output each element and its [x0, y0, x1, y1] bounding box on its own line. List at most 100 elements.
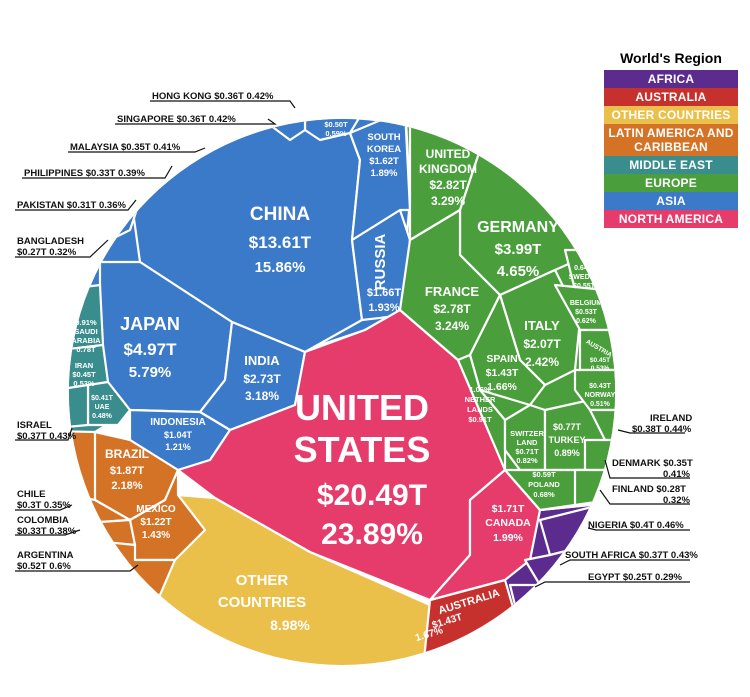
label-poland-2: POLAND — [528, 480, 560, 489]
label-united-states-4: 23.89% — [321, 518, 423, 551]
callout-chile-values: $0.3T 0.35% — [17, 500, 71, 511]
label-norway-3: 0.51% — [590, 401, 611, 408]
label-italy-1: ITALY — [524, 318, 560, 333]
label-turkey-3: 0.89% — [554, 448, 580, 458]
label-saudi-2: SAUDI — [74, 327, 97, 336]
label-thailand-1: THAILAND — [317, 111, 356, 120]
callout-israel-values: $0.37T 0.43% — [17, 431, 77, 442]
label-switzerland-1: SWITZER — [510, 429, 544, 438]
legend-item-other-countries: OTHER COUNTRIES — [604, 106, 738, 124]
label-united-states-3: $20.49T — [317, 479, 427, 512]
label-switzerland-4: 0.82% — [516, 456, 538, 465]
label-france-1: FRANCE — [425, 284, 479, 299]
label-germany-3: 4.65% — [497, 263, 540, 280]
label-spain-3: 1.66% — [487, 381, 517, 393]
label-iran-3: 0.53% — [73, 379, 95, 388]
legend: World's Region AFRICA AUSTRALIA OTHER CO… — [604, 50, 738, 228]
label-belgium-1: BELGIUM — [570, 300, 602, 307]
label-netherlands-2: NETHER — [465, 395, 496, 404]
callout-singapore: SINGAPORE $0.36T 0.42% — [117, 114, 236, 125]
label-spain-2: $1.43T — [486, 367, 519, 379]
callout-bangladesh-values: $0.27T 0.32% — [17, 247, 77, 258]
callout-bangladesh-name: BANGLADESH — [17, 236, 84, 247]
label-belgium-2: $0.53T — [575, 309, 598, 316]
callout-argentina-name: ARGENTINA — [17, 550, 74, 561]
legend-item-asia: ASIA — [604, 192, 738, 210]
callout-chile-name: CHILE — [17, 489, 46, 500]
label-austria-2: $0.45T — [590, 357, 610, 364]
legend-item-australia: AUSTRALIA — [604, 88, 738, 106]
label-south-korea-4: 1.89% — [371, 168, 398, 179]
label-uk-1: UNITED — [426, 147, 471, 161]
label-uae-3: 0.48% — [92, 413, 113, 420]
leader-lines — [15, 100, 690, 588]
callout-argentina-values: $0.52T 0.6% — [17, 561, 71, 572]
label-india-2: $2.73T — [243, 372, 281, 386]
label-other-2: COUNTRIES — [218, 594, 306, 611]
callout-egypt: EGYPT $0.25T 0.29% — [588, 572, 683, 583]
label-brazil-1: BRAZIL — [105, 447, 149, 461]
label-china-1: CHINA — [250, 204, 310, 225]
cell-canada — [428, 468, 542, 602]
label-brazil-3: 2.18% — [111, 480, 142, 492]
callout-malaysia: MALAYSIA $0.35T 0.41% — [70, 142, 181, 153]
label-united-states-1: UNITED — [295, 387, 429, 428]
label-russia-2: $1.66T — [367, 287, 402, 299]
cell-south-korea — [348, 119, 412, 242]
label-belgium-3: 0.62% — [576, 318, 597, 325]
callout-hong-kong: HONG KONG $0.36T 0.42% — [152, 91, 274, 102]
label-indonesia-3: 1.21% — [165, 442, 191, 452]
label-italy-3: 2.42% — [525, 355, 559, 369]
callout-pakistan: PAKISTAN $0.31T 0.36% — [17, 200, 126, 211]
label-south-korea-3: $1.62T — [369, 156, 399, 167]
label-south-korea-2: KOREA — [367, 144, 401, 155]
label-sweden-1: 0.64% — [574, 265, 595, 272]
label-turkey-2: TURKEY — [548, 435, 585, 445]
label-switzerland-3: $0.71T — [515, 447, 539, 456]
inside-labels: UNITED STATES $20.49T 23.89% CHINA $13.6… — [71, 111, 615, 644]
label-iran-1: IRAN — [75, 361, 93, 370]
label-saudi-1: 0.91% — [75, 318, 97, 327]
label-india-1: INDIA — [244, 353, 280, 368]
callout-ireland-values: $0.38T 0.44% — [632, 424, 692, 435]
label-russia-1: RUSSIA — [372, 234, 389, 291]
label-russia-3: 1.93% — [368, 302, 399, 314]
label-thailand-2: $0.50T — [324, 120, 348, 129]
label-netherlands-3: LANDS — [467, 405, 493, 414]
label-norway-2: NORWAY — [585, 392, 616, 399]
label-austria-3: 0.53% — [591, 365, 610, 372]
callout-colombia-name: COLOMBIA — [17, 515, 69, 526]
label-uae-1: $0.41T — [91, 395, 114, 402]
label-germany-2: $3.99T — [495, 241, 542, 258]
cell-israel — [69, 383, 90, 430]
callout-denmark-1: DENMARK $0.35T — [612, 458, 693, 469]
callout-denmark-2: 0.41% — [663, 469, 690, 480]
label-indonesia-2: $1.04T — [164, 430, 193, 440]
label-mexico-2: $1.22T — [140, 517, 171, 528]
callout-finland-1: FINLAND $0.28T — [612, 484, 686, 495]
legend-item-north-america: NORTH AMERICA — [604, 210, 738, 228]
label-mexico-3: 1.43% — [142, 530, 170, 541]
label-south-korea-1: SOUTH — [367, 132, 400, 143]
label-france-3: 3.24% — [435, 319, 469, 333]
cell-netherlands — [456, 353, 507, 472]
legend-item-latin-america: LATIN AMERICA AND CARIBBEAN — [604, 124, 738, 156]
label-brazil-2: $1.87T — [110, 465, 145, 477]
label-indonesia-1: INDONESIA — [150, 417, 206, 428]
label-other-3: 8.98% — [270, 617, 310, 633]
label-italy-2: $2.07T — [523, 337, 561, 351]
label-japan-1: JAPAN — [120, 314, 180, 334]
label-switzerland-2: LAND — [517, 438, 538, 447]
label-thailand-3: 0.59% — [325, 129, 347, 138]
legend-item-europe: EUROPE — [604, 174, 738, 192]
callout-labels: HONG KONG $0.36T 0.42% SINGAPORE $0.36T … — [17, 91, 698, 583]
label-china-2: $13.61T — [249, 233, 312, 252]
label-china-3: 15.86% — [255, 259, 306, 276]
label-iran-2: $0.45T — [72, 370, 96, 379]
label-japan-2: $4.97T — [124, 340, 178, 359]
label-saudi-4: 0.78T — [76, 345, 96, 354]
label-other-1: OTHER — [236, 572, 289, 589]
cell-ireland — [588, 408, 615, 442]
